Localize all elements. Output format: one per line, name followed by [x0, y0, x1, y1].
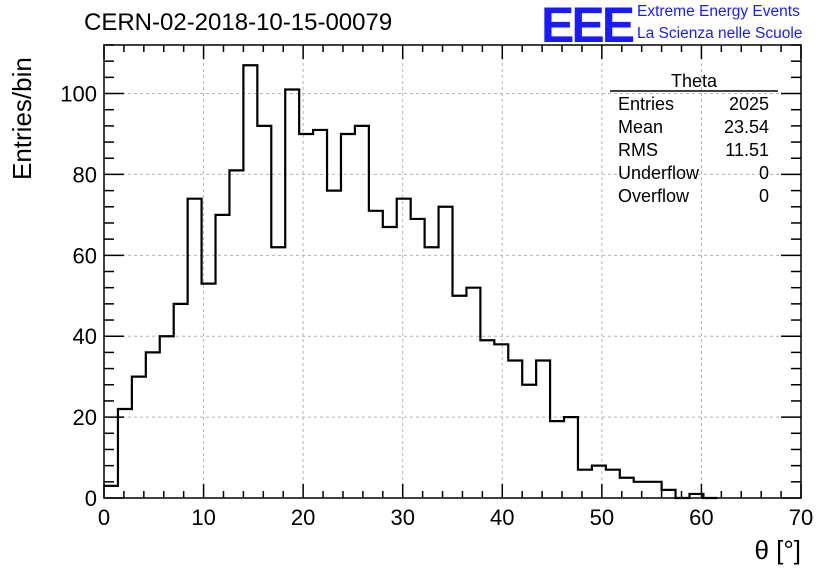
x-tick-label: 50: [590, 505, 614, 530]
x-tick-label: 70: [789, 505, 813, 530]
stats-row-value: 0: [759, 186, 769, 206]
axis-ticks: [103, 44, 802, 499]
x-tick-label: 30: [390, 505, 414, 530]
y-tick-label: 80: [73, 162, 97, 187]
logo-line-2: La Scienza nelle Scuole: [637, 25, 803, 42]
stats-row-label: Entries: [618, 94, 674, 114]
stats-row-label: RMS: [618, 140, 658, 160]
y-axis-label: Entries/bin: [7, 57, 37, 180]
x-tick-label: 10: [191, 505, 215, 530]
x-tick-label: 60: [689, 505, 713, 530]
stats-row-value: 23.54: [724, 117, 769, 137]
y-tick-label: 100: [60, 82, 97, 107]
stats-row-value: 2025: [729, 94, 769, 114]
stats-row-value: 0: [759, 163, 769, 183]
y-tick-label: 0: [85, 486, 97, 511]
y-tick-label: 40: [73, 324, 97, 349]
eee-logo: EEE: [541, 0, 635, 53]
stats-box: Theta Entries 2025 Mean 23.54 RMS 11.51 Underf…: [610, 71, 778, 206]
stats-title: Theta: [671, 71, 718, 91]
x-tick-label: 40: [490, 505, 514, 530]
x-tick-label: 20: [291, 505, 315, 530]
logo-line-1: Extreme Energy Events: [637, 3, 800, 20]
x-tick-label: 0: [98, 505, 110, 530]
y-tick-label: 60: [73, 243, 97, 268]
stats-row-label: Overflow: [618, 186, 690, 206]
run-id-title: CERN-02-2018-10-15-00079: [84, 9, 393, 36]
stats-row-label: Mean: [618, 117, 663, 137]
y-tick-label: 20: [73, 405, 97, 430]
stats-row-value: 11.51: [725, 140, 769, 160]
histogram-outline: [104, 64, 718, 500]
x-axis-label: θ [°]: [754, 535, 801, 565]
stats-row-label: Underflow: [618, 163, 700, 183]
axis-tick-labels: 0 10 20 30 40 50 60 70 0 20 40 60 80 100: [60, 82, 813, 530]
